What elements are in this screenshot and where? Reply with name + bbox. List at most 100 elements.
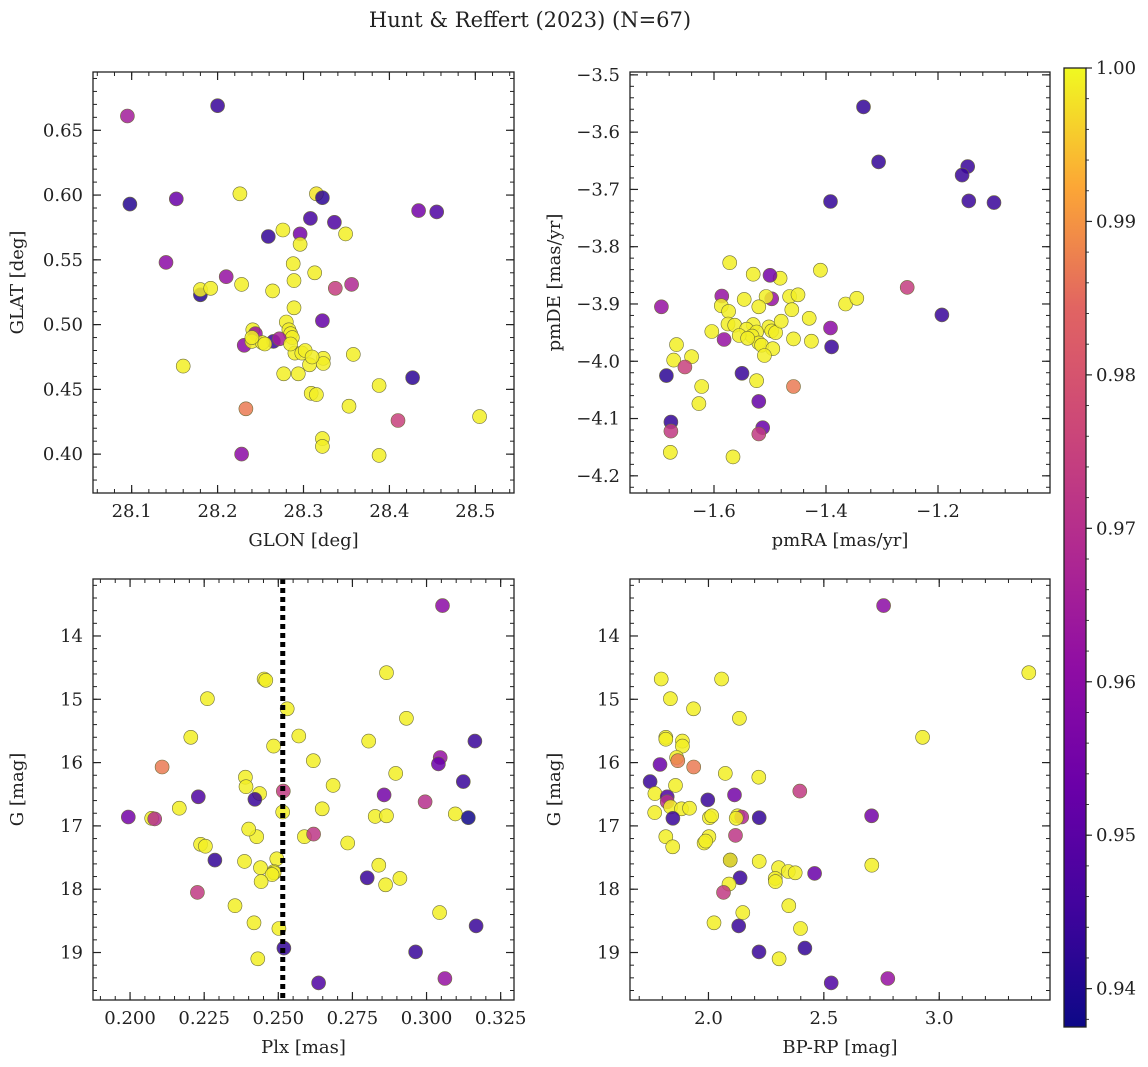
glon-glat-point <box>158 255 174 270</box>
bprp-g-point <box>652 757 668 772</box>
pmra-pmde-point <box>804 333 819 349</box>
glon-glat-point <box>303 211 318 226</box>
pmra-pmde-point <box>751 426 767 442</box>
y-tick-label: 16 <box>597 753 620 774</box>
glon-glat-point <box>304 349 320 365</box>
glon-glat-point <box>327 215 342 230</box>
pmra-pmde-point <box>734 365 750 381</box>
pmra-pmde-point <box>849 290 865 306</box>
plx-g-point <box>468 918 484 934</box>
bprp-g-point <box>732 870 748 886</box>
x-tick-label: 0.275 <box>327 1008 379 1029</box>
glon-glat-point <box>405 370 420 386</box>
y-tick-label: 15 <box>60 689 83 710</box>
plx-g-axes-frame <box>92 578 515 1001</box>
pmra-pmde-point <box>801 310 817 326</box>
glon-glat-point <box>341 398 357 414</box>
bprp-g-point <box>700 792 716 808</box>
glon-glat-point <box>344 277 359 292</box>
glon-glat-point <box>411 203 426 218</box>
y-tick-label: −3.9 <box>576 294 620 315</box>
pmra-pmde-point <box>751 394 767 409</box>
bprp-g-point <box>670 753 686 769</box>
plx-g-point <box>432 905 447 920</box>
bprp-g-point <box>704 808 720 824</box>
glon-glat-point <box>390 413 406 428</box>
glon-glat-point <box>169 191 184 207</box>
bprp-g-point <box>731 918 747 934</box>
plx-g-point <box>237 854 252 869</box>
plx-g-point <box>371 857 387 873</box>
plx-g-point <box>258 672 274 688</box>
plx-g-point <box>437 971 453 986</box>
pmra-pmde-point <box>749 373 764 389</box>
y-tick-label: 14 <box>60 626 83 647</box>
bprp-g-point <box>876 598 891 613</box>
bprp-g-point <box>647 805 663 820</box>
plx-g-point <box>408 944 423 960</box>
pmra-pmde-point <box>694 379 710 394</box>
bprp-g-point <box>722 852 738 868</box>
y-tick-label: −3.6 <box>576 122 620 143</box>
y-tick-label: −3.5 <box>576 65 620 86</box>
plx-g-point <box>264 867 280 882</box>
plx-g-point <box>379 665 394 681</box>
bprp-g-point <box>668 778 683 793</box>
plx-g-point <box>191 789 206 805</box>
x-tick-label: 28.1 <box>112 501 152 522</box>
panel-plx-g: 0.200 0.225 0.250 0.275 0.300 0.325 14 15 16 17 18… <box>7 578 526 1058</box>
pmra-pmde-ylabel: pmDE [mas/yr] <box>544 214 565 352</box>
y-tick-label: 0.65 <box>43 120 83 141</box>
plx-g-point <box>200 691 215 707</box>
pmra-pmde-point <box>736 292 752 307</box>
bprp-g-point <box>915 729 930 745</box>
bprp-g-ylabel: G [mag] <box>544 753 565 826</box>
bprp-g-point <box>732 710 747 726</box>
bprp-g-point <box>653 671 669 687</box>
glon-glat-point <box>175 358 191 374</box>
bprp-g-point <box>658 829 674 845</box>
y-tick-label: −4.0 <box>576 351 620 372</box>
plx-g-point <box>314 801 330 817</box>
bprp-g-point <box>793 921 808 936</box>
pmra-pmde-point <box>954 167 970 183</box>
bprp-g-point <box>728 828 743 843</box>
glon-glat-point <box>327 280 343 296</box>
bprp-g-point <box>864 808 879 824</box>
bprp-g-point <box>682 800 697 816</box>
bprp-g-point <box>751 944 767 960</box>
pmra-pmde-point <box>762 267 778 283</box>
y-tick-label: −3.7 <box>576 179 620 200</box>
pmra-pmde-point <box>758 289 774 304</box>
plx-g-point <box>190 885 205 900</box>
glon-glat-point <box>290 366 306 382</box>
pmra-pmde-point <box>691 396 707 411</box>
pmra-pmde-point <box>823 320 838 336</box>
bprp-g-point <box>663 691 678 707</box>
pmra-pmde-point <box>899 280 915 295</box>
bprp-g-xlabel: BP-RP [mag] <box>782 1037 897 1058</box>
plx-g-point <box>325 778 341 793</box>
bprp-g-point <box>716 885 731 900</box>
x-tick-label: 28.5 <box>455 501 495 522</box>
y-tick-label: −4.2 <box>576 466 620 487</box>
pmra-pmde-point <box>751 299 767 315</box>
plx-g-point <box>361 733 377 749</box>
plx-g-point <box>376 787 392 803</box>
colorbar-gradient <box>1063 67 1087 1028</box>
glon-glat-point <box>309 387 324 402</box>
glon-glat-point <box>257 336 273 352</box>
pmra-pmde-axes-frame <box>629 71 1051 494</box>
plx-g-point <box>379 808 394 824</box>
pmra-pmde-point <box>856 99 871 115</box>
bprp-g-point <box>751 769 767 785</box>
panel-pmra-pmde: −1.6 −1.4 −1.2 −4.2 −4.1 −4.0 −3.9 −3.8 −3.7 −3.6… <box>544 65 1051 551</box>
y-tick-label: 17 <box>60 816 83 837</box>
y-tick-label: −3.8 <box>576 237 620 258</box>
pmra-pmde-point <box>725 449 741 465</box>
bprp-g-point <box>706 915 722 931</box>
pmra-pmde-point <box>757 348 772 363</box>
glon-glat-point <box>244 330 260 345</box>
bprp-g-point <box>698 833 714 849</box>
plx-g-point <box>447 806 463 822</box>
